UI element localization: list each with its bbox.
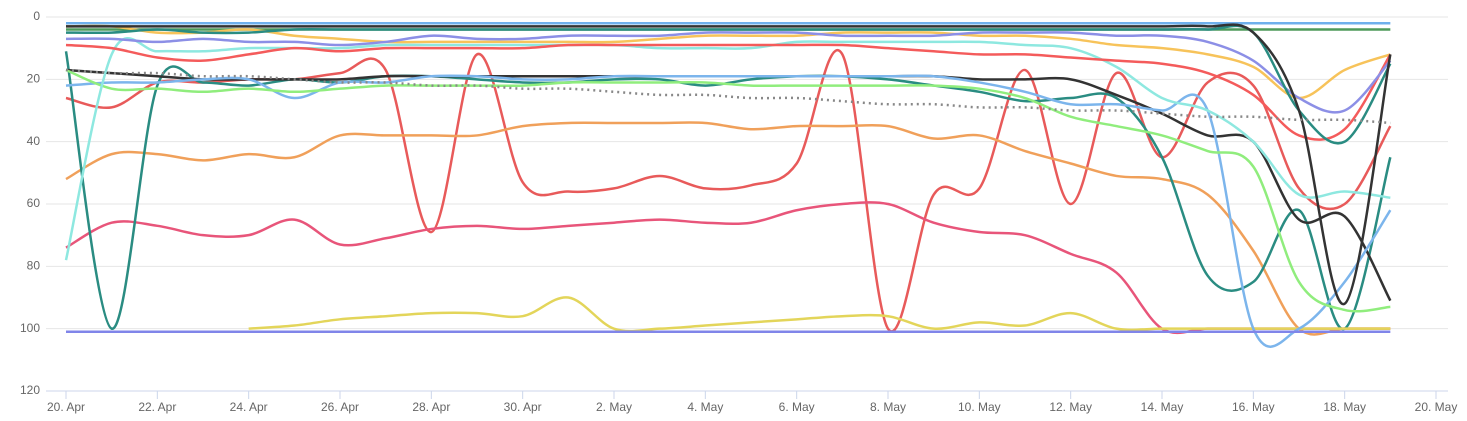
line-series <box>65 74 1392 348</box>
y-tick-label: 20 <box>27 72 41 86</box>
x-tick-label: 18. May <box>1323 400 1366 414</box>
line-series <box>65 201 1391 335</box>
y-tick-label: 60 <box>27 196 41 210</box>
y-tick-label: 0 <box>33 9 40 23</box>
y-tick-label: 100 <box>20 321 40 335</box>
x-tick-label: 24. Apr <box>230 400 268 414</box>
x-tick-label: 26. Apr <box>321 400 359 414</box>
x-tick-label: 8. May <box>870 400 906 414</box>
x-tick-label: 2. May <box>596 400 632 414</box>
y-tick-label: 80 <box>27 259 41 273</box>
line-series <box>65 24 1392 145</box>
x-tick-label: 12. May <box>1049 400 1092 414</box>
x-tick-label: 6. May <box>779 400 815 414</box>
x-tick-label: 30. Apr <box>504 400 542 414</box>
x-tick-label: 14. May <box>1141 400 1184 414</box>
line-series <box>65 31 1392 114</box>
line-series <box>248 296 1391 333</box>
x-tick-label: 28. Apr <box>412 400 450 414</box>
line-series <box>65 121 1391 336</box>
x-tick-label: 22. Apr <box>138 400 176 414</box>
x-tick-label: 10. May <box>958 400 1001 414</box>
line-series <box>65 49 1392 333</box>
x-tick-label: 4. May <box>687 400 723 414</box>
line-series <box>65 43 1392 141</box>
line-series <box>65 68 1391 125</box>
x-tick-label: 20. May <box>1415 400 1458 414</box>
x-tick-label: 20. Apr <box>47 400 85 414</box>
y-tick-label: 40 <box>27 134 41 148</box>
y-tick-label: 120 <box>20 383 40 397</box>
line-series <box>65 68 1391 313</box>
line-series <box>65 24 1391 100</box>
line-series <box>66 23 1392 306</box>
line-series <box>64 37 1391 261</box>
x-tick-label: 16. May <box>1232 400 1275 414</box>
